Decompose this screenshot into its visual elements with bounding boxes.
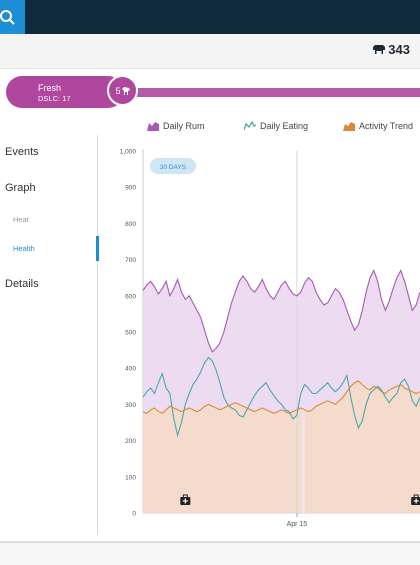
health-chart: 0 100 200 300 400 500 600 700 800 900 1,000 Apr 15 3…: [120, 149, 420, 528]
nav-heat[interactable]: Heat: [13, 215, 29, 224]
legend-label: Daily Eating: [260, 121, 309, 131]
nav-graph[interactable]: Graph: [5, 182, 36, 194]
animal-header: 343: [0, 34, 420, 69]
series-line-2: [142, 380, 420, 415]
daily-eating-swatch-icon: [244, 121, 256, 131]
y-tick-label: 800: [125, 221, 136, 228]
legend-item-daily-eating[interactable]: Daily Eating: [244, 121, 308, 131]
range-chip: [150, 158, 196, 174]
x-tick-label: Apr 15: [287, 521, 308, 528]
nav-events[interactable]: Events: [5, 146, 39, 158]
y-tick-label: 700: [125, 257, 136, 264]
y-tick-label: 400: [125, 366, 136, 373]
health-event-icon-handle: [182, 494, 188, 499]
lactation-number-badge: 5: [107, 75, 138, 106]
stage-dslc: DSLC: 17: [38, 94, 71, 103]
active-indicator: [96, 236, 99, 261]
legend-label: Activity Trend: [359, 121, 414, 131]
legend-item-daily-rum[interactable]: Daily Rum: [147, 121, 205, 131]
top-navigation-bar: [0, 0, 420, 34]
activity-trend-swatch-icon: [343, 122, 355, 131]
selected-day-band: [301, 408, 305, 513]
calf-icon: [121, 86, 130, 95]
stage-progress-line: [120, 88, 420, 97]
series-line-0: [142, 269, 420, 353]
y-tick-label: 600: [125, 293, 136, 300]
y-tick-label: 200: [125, 438, 136, 445]
legend-label: Daily Rum: [163, 121, 205, 131]
y-tick-label: 300: [125, 402, 136, 409]
legend-item-activity-trend[interactable]: Activity Trend: [343, 121, 413, 131]
nav-health[interactable]: Health: [13, 244, 35, 253]
y-tick-label: 900: [125, 185, 136, 192]
y-tick-label: 0: [132, 511, 136, 518]
daily-rum-swatch-icon: [147, 122, 159, 131]
series-area-2: [143, 380, 420, 513]
search-icon: [0, 10, 15, 25]
cow-icon: [373, 45, 386, 54]
lactation-stage-bar: Fresh DSLC: 17 5: [0, 73, 420, 111]
side-navigation: Events Graph Heat Health Details: [0, 135, 99, 535]
y-tick-label: 1,000: [120, 149, 137, 156]
search-button[interactable]: [0, 0, 25, 34]
y-tick-label: 100: [125, 474, 136, 481]
stage-name: Fresh: [38, 83, 62, 93]
animal-id: 343: [372, 42, 410, 57]
nav-details[interactable]: Details: [5, 278, 39, 290]
y-tick-label: 500: [125, 330, 136, 337]
stage-pill-fresh[interactable]: Fresh DSLC: 17: [6, 76, 124, 108]
footer-bar: [0, 541, 420, 565]
series-line-1: [142, 356, 420, 438]
lactation-number: 5: [115, 85, 121, 96]
animal-number: 343: [388, 42, 410, 57]
range-chip-label[interactable]: 30 DAYS: [160, 164, 187, 171]
calendar-event-icon-handle: [413, 494, 419, 499]
